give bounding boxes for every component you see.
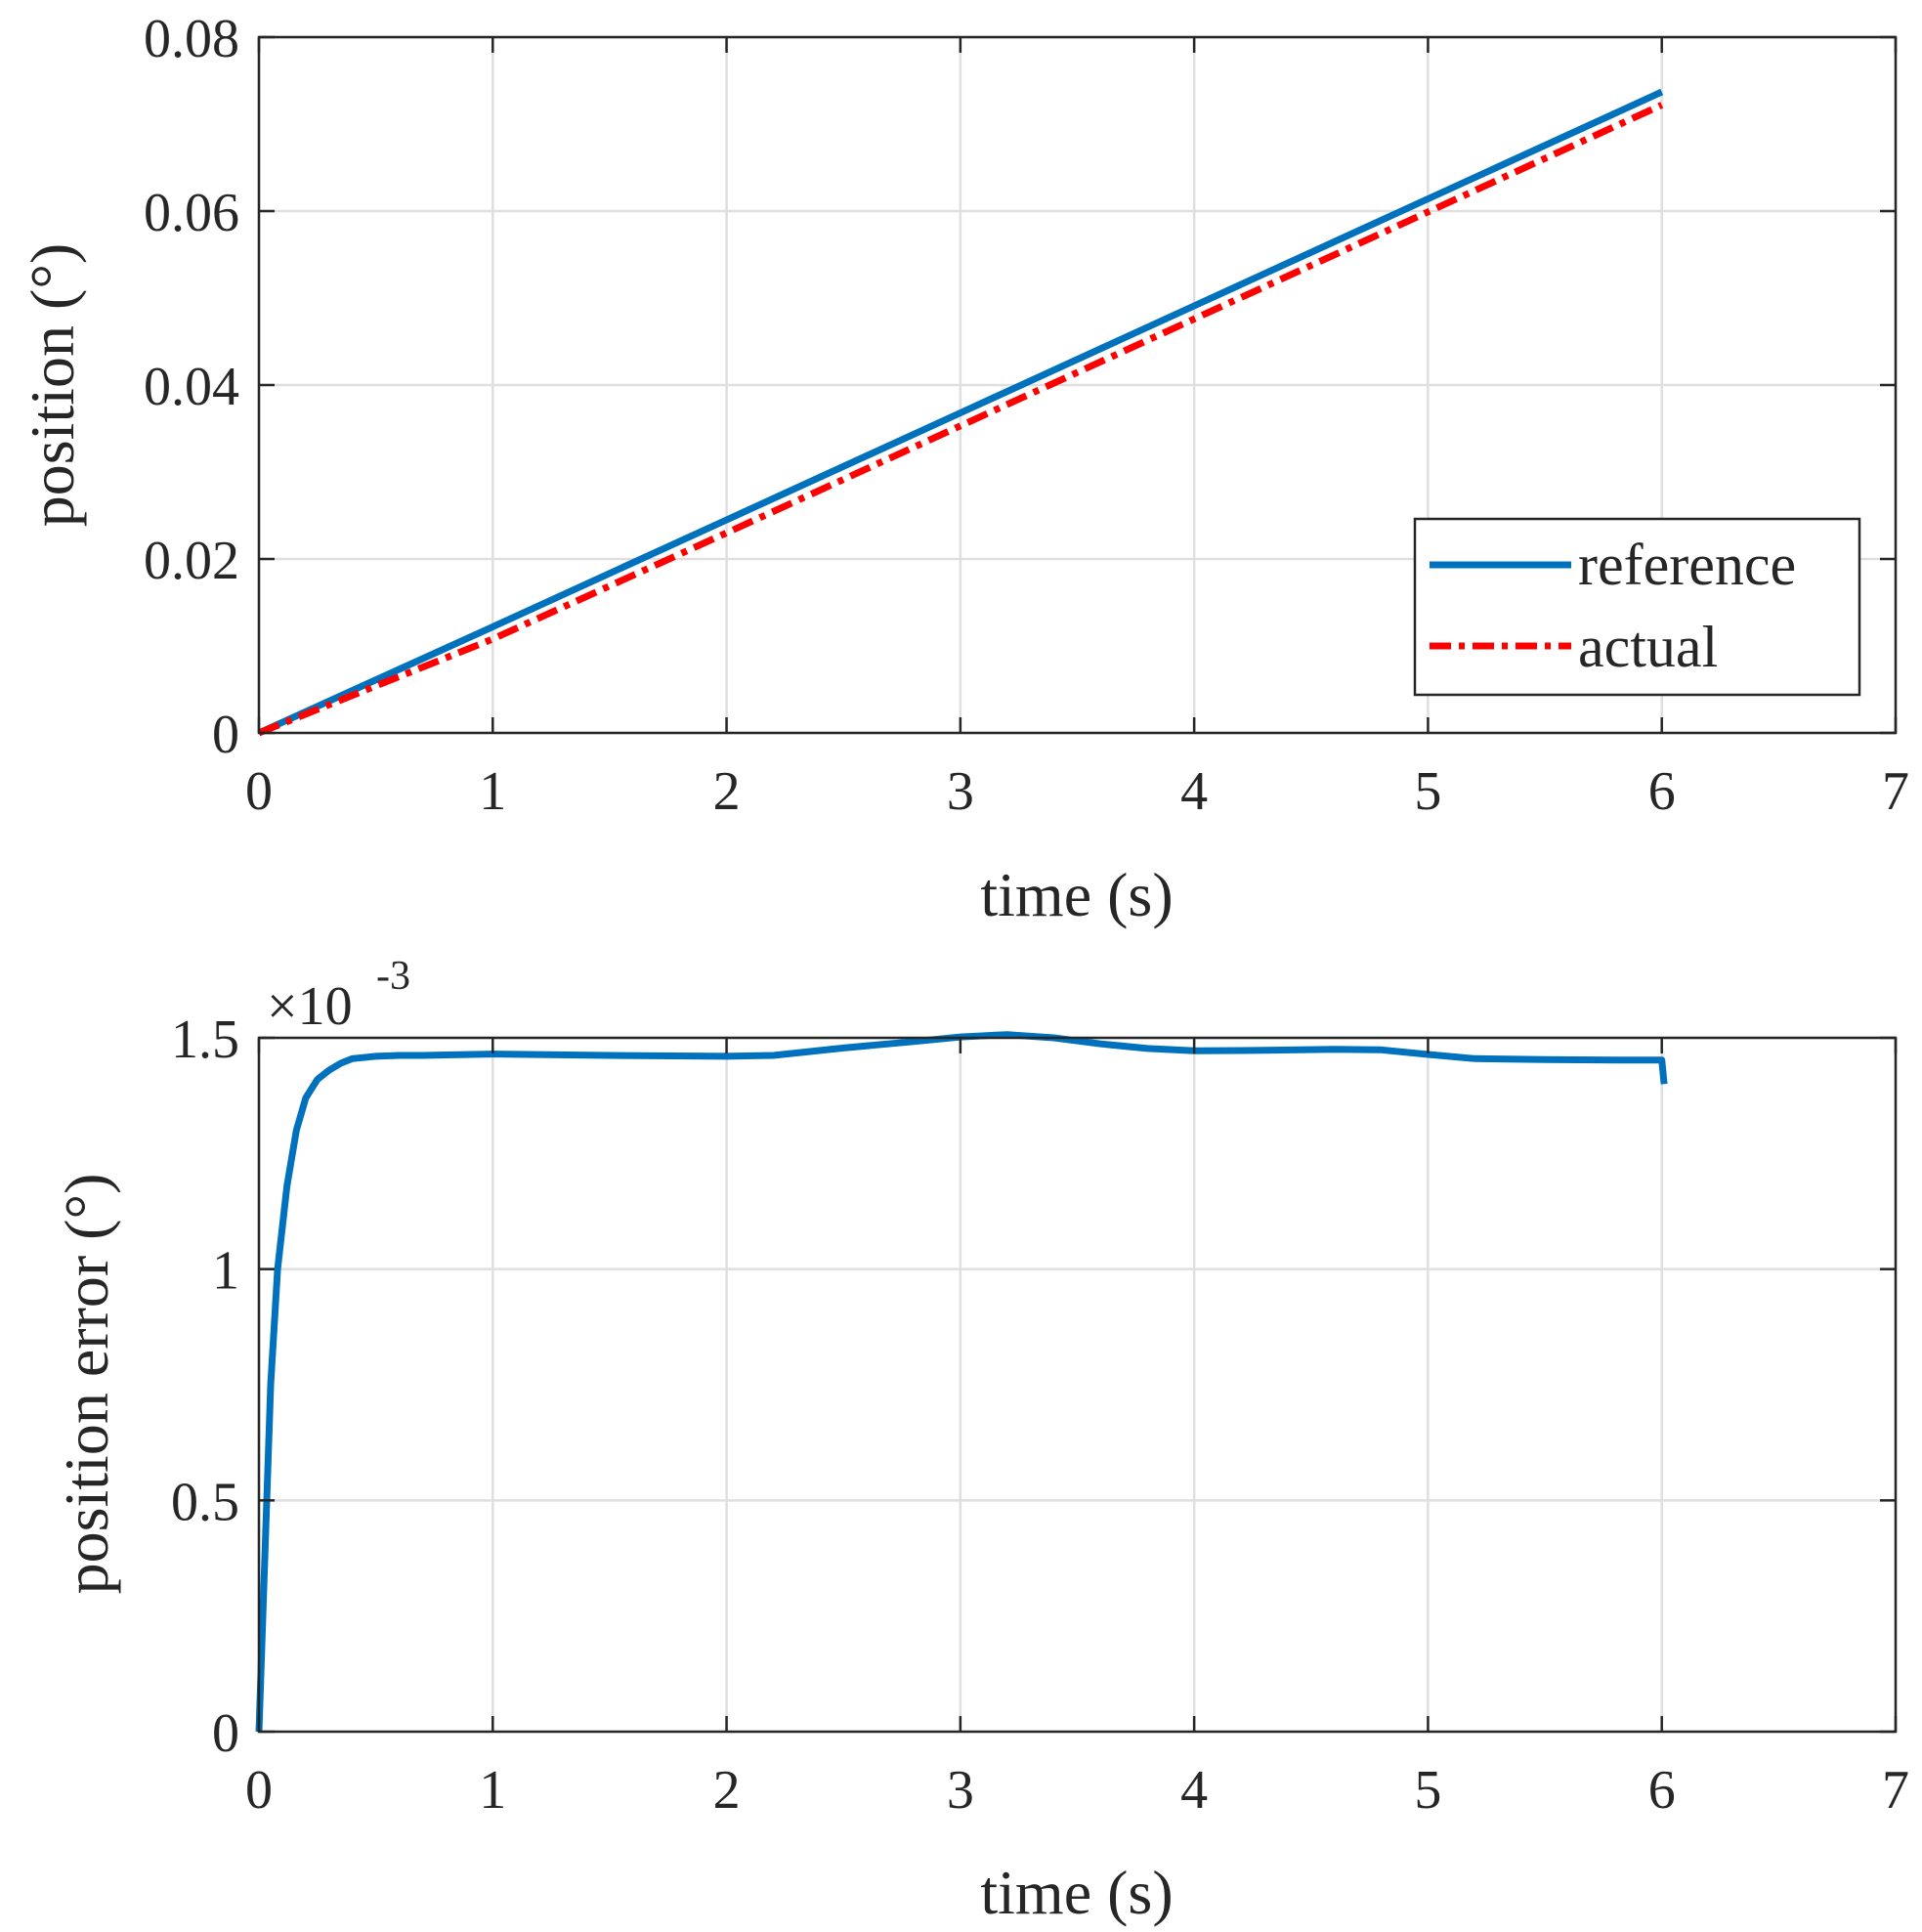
y-tick-labels: 0 0.5 1 1.5 (171, 1009, 239, 1764)
x-tick-label: 7 (1882, 1760, 1909, 1821)
x-tick-label: 4 (1180, 1760, 1208, 1821)
x-tick-label: 0 (245, 1760, 273, 1821)
x-tick-labels: 0 1 2 3 4 5 6 7 (245, 761, 1909, 822)
tick-marks (257, 35, 1898, 735)
legend-box (1413, 517, 1861, 697)
exponent-power: -3 (376, 954, 410, 999)
x-tick-label: 5 (1414, 761, 1441, 822)
y-axis-label: position error (°) (52, 1174, 121, 1595)
x-tick-labels: 0 1 2 3 4 5 6 7 (245, 1760, 1909, 1821)
legend: reference actual (1413, 517, 1861, 697)
y-tick-label: 0.08 (144, 9, 239, 69)
y-axis-label: position (°) (18, 243, 87, 527)
y-tick-label: 0 (212, 1703, 239, 1764)
x-axis-label: time (s) (980, 1858, 1173, 1927)
y-tick-label: 0 (212, 705, 239, 765)
series-line-actual (257, 102, 1664, 737)
x-tick-label: 3 (947, 761, 974, 822)
y-tick-label: 0.06 (144, 183, 239, 243)
y-tick-label: 1 (212, 1241, 239, 1302)
x-tick-label: 2 (713, 761, 741, 822)
x-tick-label: 2 (713, 1760, 741, 1821)
x-tick-label: 0 (245, 761, 273, 822)
y-exponent-label: ×10 -3 (267, 954, 410, 1037)
y-tick-label: 1.5 (171, 1009, 239, 1070)
x-axis-label: time (s) (980, 860, 1173, 929)
x-tick-label: 1 (479, 1760, 506, 1821)
plot-area (259, 1038, 1896, 1732)
tick-marks (257, 1036, 1898, 1734)
data-lines (257, 88, 1664, 737)
x-tick-label: 6 (1648, 1760, 1676, 1821)
y-tick-label: 0.5 (171, 1472, 239, 1532)
x-tick-label: 4 (1180, 761, 1208, 822)
legend-label-actual: actual (1578, 615, 1718, 679)
y-tick-label: 0.02 (144, 531, 239, 591)
x-tick-label: 7 (1882, 761, 1909, 822)
exponent-base: ×10 (267, 976, 353, 1037)
position-chart: 0 1 2 3 4 5 6 7 0 0.02 0.04 0.06 0.08 time (s) posi… (18, 9, 1909, 929)
data-lines (255, 1031, 1668, 1733)
y-tick-label: 0.04 (144, 357, 239, 417)
x-tick-label: 3 (947, 1760, 974, 1821)
y-tick-labels: 0 0.02 0.04 0.06 0.08 (144, 9, 239, 765)
series-line-reference (257, 88, 1664, 737)
x-tick-label: 6 (1648, 761, 1676, 822)
position-error-chart: 0 1 2 3 4 5 6 7 0 0.5 1 1.5 time (s) position erro… (52, 954, 1909, 1927)
x-tick-label: 5 (1414, 1760, 1441, 1821)
series-line-position-error (255, 1031, 1668, 1733)
legend-label-reference: reference (1578, 533, 1796, 597)
x-tick-label: 1 (479, 761, 506, 822)
axes-box (257, 1036, 1898, 1734)
